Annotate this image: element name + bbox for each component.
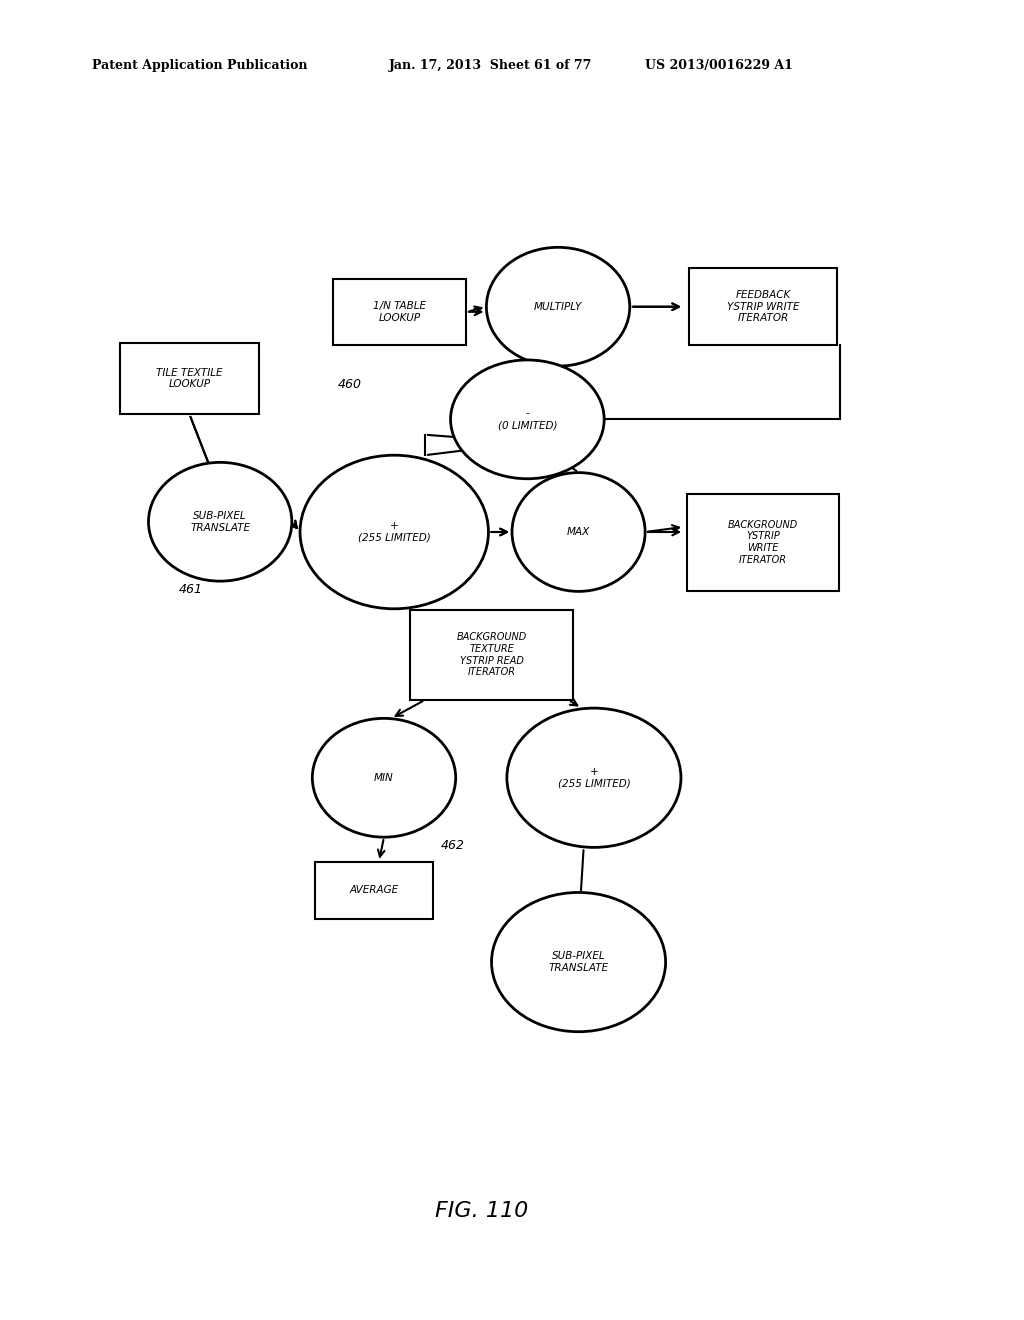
FancyBboxPatch shape bbox=[315, 862, 432, 919]
Text: MIN: MIN bbox=[374, 772, 394, 783]
FancyBboxPatch shape bbox=[333, 279, 466, 345]
Text: +
(255 LIMITED): + (255 LIMITED) bbox=[557, 767, 631, 788]
Text: 461: 461 bbox=[179, 583, 203, 597]
Ellipse shape bbox=[300, 455, 488, 609]
FancyBboxPatch shape bbox=[121, 343, 258, 414]
Text: SUB-PIXEL
TRANSLATE: SUB-PIXEL TRANSLATE bbox=[190, 511, 250, 532]
Ellipse shape bbox=[148, 462, 292, 581]
Text: MAX: MAX bbox=[567, 527, 590, 537]
FancyBboxPatch shape bbox=[687, 494, 839, 591]
Text: BACKGROUND
YSTRIP
WRITE
ITERATOR: BACKGROUND YSTRIP WRITE ITERATOR bbox=[728, 520, 798, 565]
Text: AVERAGE: AVERAGE bbox=[349, 886, 398, 895]
Text: 462: 462 bbox=[440, 840, 464, 853]
Text: FIG. 110: FIG. 110 bbox=[434, 1201, 528, 1221]
Text: 460: 460 bbox=[338, 379, 361, 392]
Text: 1/N TABLE
LOOKUP: 1/N TABLE LOOKUP bbox=[373, 301, 426, 322]
Text: US 2013/0016229 A1: US 2013/0016229 A1 bbox=[645, 59, 793, 73]
Text: FEEDBACK
YSTRIP WRITE
ITERATOR: FEEDBACK YSTRIP WRITE ITERATOR bbox=[727, 290, 799, 323]
Ellipse shape bbox=[486, 247, 630, 366]
FancyBboxPatch shape bbox=[688, 268, 838, 345]
Ellipse shape bbox=[507, 708, 681, 847]
Text: +
(255 LIMITED): + (255 LIMITED) bbox=[357, 521, 431, 543]
Text: -
(0 LIMITED): - (0 LIMITED) bbox=[498, 409, 557, 430]
Text: BACKGROUND
TEXTURE
YSTRIP READ
ITERATOR: BACKGROUND TEXTURE YSTRIP READ ITERATOR bbox=[457, 632, 526, 677]
Ellipse shape bbox=[512, 473, 645, 591]
Ellipse shape bbox=[312, 718, 456, 837]
Ellipse shape bbox=[492, 892, 666, 1032]
Ellipse shape bbox=[451, 360, 604, 479]
Text: Patent Application Publication: Patent Application Publication bbox=[92, 59, 307, 73]
FancyBboxPatch shape bbox=[410, 610, 573, 700]
Text: TILE TEXTILE
LOOKUP: TILE TEXTILE LOOKUP bbox=[157, 367, 222, 389]
Text: SUB-PIXEL
TRANSLATE: SUB-PIXEL TRANSLATE bbox=[549, 952, 608, 973]
Text: MULTIPLY: MULTIPLY bbox=[534, 302, 583, 312]
Text: Jan. 17, 2013  Sheet 61 of 77: Jan. 17, 2013 Sheet 61 of 77 bbox=[389, 59, 593, 73]
